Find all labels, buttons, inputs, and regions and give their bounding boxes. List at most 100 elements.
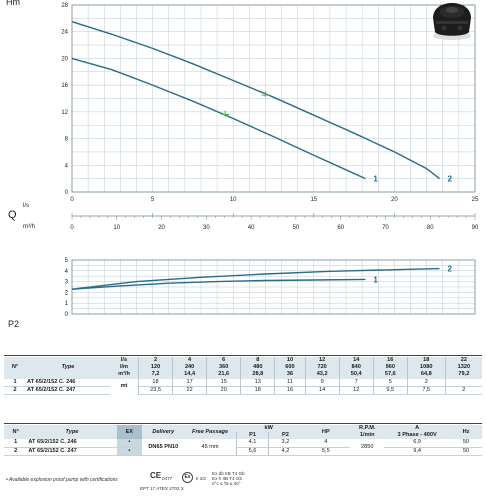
m3h-value: 43,2 <box>304 371 340 379</box>
table-row: 1 AT 65/2/152 C. 246 mt 18 17 15 13 11 9… <box>4 378 482 389</box>
atex-code: EPT 17 ATEX 2702 X <box>140 486 184 491</box>
m3h-value: 50,4 <box>338 371 374 379</box>
head-value: 16 <box>274 386 306 396</box>
row-type: AT 65/2/152 C. 246 <box>26 378 110 387</box>
table1-header-lm: l/m 120 240 360 480 600 720 840 960 1080… <box>4 364 482 372</box>
x-tick-label: 20 <box>391 197 398 203</box>
cert-line-1: Ex db IIB T4 Gb <box>212 471 245 476</box>
x-tick-label: 15 <box>310 197 317 203</box>
head-value: 14 <box>304 386 340 396</box>
x-tick-label: 25 <box>472 197 479 203</box>
lm-value: 480 <box>240 364 275 372</box>
table-row: 2 AT 65/2/152 C. 247 • 5,6 4,2 5,5 9,4 5… <box>4 447 482 456</box>
table2-free-passage-header: Free Passage <box>184 425 237 440</box>
table2-p2-header: P2 <box>268 432 302 440</box>
y-tick-label: 16 <box>61 83 68 89</box>
table2-rpm-header: R.P.M. <box>350 425 385 433</box>
table1-unit-lm: l/m <box>110 364 139 372</box>
ls-value: 4 <box>172 357 207 365</box>
ex-badge-icon: Ex <box>182 472 193 483</box>
table2-hz-header: Hz <box>450 425 482 440</box>
ls-value: 14 <box>338 357 374 365</box>
unit-mt: mt <box>120 382 128 389</box>
ce-mark: CE <box>150 471 162 480</box>
ls-value: 22 <box>444 357 482 365</box>
p2-value: 4,2 <box>268 447 302 456</box>
table1-header-ls: N° Type l/s 2 4 6 8 10 12 14 16 18 22 <box>4 357 482 379</box>
row-type: AT 65/2/152 C. 247 <box>27 447 117 456</box>
ls-value: 12 <box>304 357 340 365</box>
cert-line-2: Ex h IIB T4 Gb <box>212 476 243 481</box>
m3h-value: 21,6 <box>206 371 241 379</box>
ls-value: 16 <box>372 357 408 365</box>
row-no: 1 <box>4 378 26 387</box>
table2-type-header: Type <box>27 425 117 440</box>
table1-header-m3h: m³/h 7,2 14,4 21,6 28,8 36 43,2 50,4 57,… <box>4 371 482 379</box>
head-value: 9 <box>304 378 340 387</box>
row-type: AT 65/2/152 C. 246 <box>27 439 117 448</box>
lm-value: 1320 <box>444 364 482 372</box>
head-value: 9,5 <box>372 386 408 396</box>
head-value: 22 <box>172 386 207 396</box>
y-tick-label: 2 <box>65 290 69 296</box>
y-tick-label: 8 <box>65 137 69 143</box>
table1-no-header: N° <box>4 357 26 379</box>
ex-available-dot: • <box>116 447 143 456</box>
y-tick-label: 28 <box>61 3 68 9</box>
head-value: 2 <box>444 386 482 396</box>
m3h-tick-label: 50 <box>293 225 300 231</box>
rpm-value: 2850 <box>350 439 385 456</box>
ls-unit-label: l/s <box>23 203 29 209</box>
m3h-tick-label: 60 <box>337 225 344 231</box>
lm-value: 960 <box>372 364 408 372</box>
m3h-value: 28,8 <box>240 371 275 379</box>
p2-value: 3,2 <box>268 439 302 448</box>
y-tick-label: 0 <box>65 190 69 196</box>
delivery-value: DN65 PN10 <box>142 439 185 456</box>
head-value: 11 <box>274 378 306 387</box>
table2-header: N° Type EX Delivery Free Passage kW HP R… <box>4 425 482 440</box>
specs-table: N° Type EX Delivery Free Passage kW HP R… <box>4 425 482 456</box>
table2-hp-header: HP <box>301 425 351 440</box>
head-value: 7 <box>338 378 374 387</box>
row-type: AT 65/2/152 C. 247 <box>26 386 110 396</box>
series-label-1: 1 <box>373 175 378 184</box>
amps-value: 6,9 <box>384 439 451 448</box>
m3h-tick-label: 40 <box>248 225 255 231</box>
m3h-tick-label: 90 <box>472 225 479 231</box>
y-tick-label: 12 <box>61 110 68 116</box>
table2-a-header: A <box>384 425 451 433</box>
table-row: 1 AT 65/2/152 C. 246 • DN65 PN10 45 mm 4… <box>4 439 482 456</box>
table2-top-rule <box>4 423 482 424</box>
explosion-proof-footnote: • Available explosion proof pump with ce… <box>6 477 118 483</box>
m3h-tick-label: 10 <box>113 225 120 231</box>
table2-delivery-header: Delivery <box>142 425 185 440</box>
head-value: 5 <box>372 378 408 387</box>
head-value: 12 <box>338 386 374 396</box>
head-value: 17 <box>172 378 207 387</box>
flow-axis: 0 10 20 30 40 50 60 70 80 90 <box>70 213 479 231</box>
ls-value: 6 <box>206 357 241 365</box>
efficiency-marker <box>221 110 230 117</box>
y-tick-label: 4 <box>65 163 69 169</box>
m3h-unit-label: m³/h <box>23 224 35 230</box>
p1-value: 5,6 <box>235 447 269 456</box>
y-tick-label: 1 <box>65 301 69 307</box>
m3h-value: 7,2 <box>137 371 173 379</box>
cert-line-3: 0°c ≤ Ta ≤ 40° <box>212 481 241 486</box>
x-tick-label: 5 <box>151 197 155 203</box>
m3h-tick-label: 20 <box>158 225 165 231</box>
lm-value: 600 <box>274 364 306 372</box>
head-value: 18 <box>137 378 173 387</box>
lm-value: 360 <box>206 364 241 372</box>
lm-value: 1080 <box>406 364 446 372</box>
head-value: 18 <box>240 386 275 396</box>
p2-label: P2 <box>8 319 19 329</box>
m3h-tick-label: 0 <box>70 225 74 231</box>
lm-value: 120 <box>137 364 173 372</box>
lm-value: 720 <box>304 364 340 372</box>
ex-available-dot: • <box>116 439 143 448</box>
y-tick-label: 5 <box>65 258 69 264</box>
table2-no-header: N° <box>4 425 28 440</box>
